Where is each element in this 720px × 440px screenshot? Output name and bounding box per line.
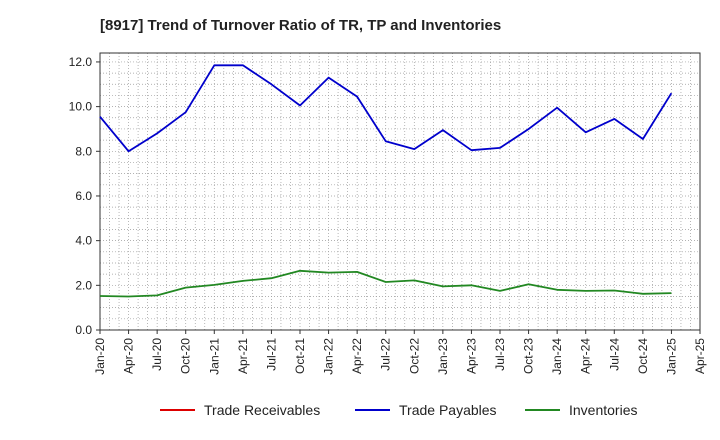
x-tick-label: Oct-20 bbox=[179, 338, 193, 374]
x-tick-label: Apr-20 bbox=[122, 338, 136, 374]
x-tick-label: Jan-23 bbox=[436, 338, 450, 375]
legend-label: Inventories bbox=[569, 402, 637, 418]
series-line-trade-payables bbox=[99, 64, 673, 153]
legend-label: Trade Payables bbox=[399, 402, 497, 418]
x-axis: Jan-20 Apr-20 Jul-20 Oct-20 Jan-21 Apr-21 Jul-… bbox=[93, 330, 707, 375]
x-tick-label: Oct-24 bbox=[636, 338, 650, 374]
y-tick-label: 8.0 bbox=[75, 144, 92, 158]
plot-frame bbox=[99, 52, 701, 331]
x-tick-label: Jan-24 bbox=[550, 338, 564, 375]
x-tick-label: Jan-22 bbox=[322, 338, 336, 375]
x-tick-label: Oct-21 bbox=[293, 338, 307, 374]
y-tick-label: 6.0 bbox=[75, 189, 92, 203]
y-tick-label: 10.0 bbox=[69, 100, 93, 114]
y-tick-label: 4.0 bbox=[75, 234, 92, 248]
legend: Trade Receivables Trade Payables Inventori… bbox=[160, 402, 637, 418]
y-tick-label: 0.0 bbox=[75, 323, 92, 337]
x-tick-label: Apr-23 bbox=[464, 338, 478, 374]
x-tick-label: Apr-24 bbox=[579, 338, 593, 374]
y-tick-label: 2.0 bbox=[75, 278, 92, 292]
x-tick-label: Jan-25 bbox=[664, 338, 678, 375]
x-tick-label: Jul-20 bbox=[150, 338, 164, 371]
chart-title: [8917] Trend of Turnover Ratio of TR, TP… bbox=[100, 17, 501, 34]
x-tick-label: Jan-21 bbox=[207, 338, 221, 375]
series-lines bbox=[99, 64, 673, 298]
x-tick-label: Jul-24 bbox=[607, 338, 621, 371]
y-tick-label: 12.0 bbox=[69, 55, 93, 69]
x-tick-label: Apr-22 bbox=[350, 338, 364, 374]
x-tick-label: Jan-20 bbox=[93, 338, 107, 375]
x-tick-label: Jul-23 bbox=[493, 338, 507, 371]
x-tick-label: Oct-23 bbox=[522, 338, 536, 374]
legend-label: Trade Receivables bbox=[204, 402, 320, 418]
x-tick-label: Jul-21 bbox=[264, 338, 278, 371]
x-tick-label: Jul-22 bbox=[379, 338, 393, 371]
x-tick-label: Apr-21 bbox=[236, 338, 250, 374]
y-axis: 0.0 2.0 4.0 6.0 8.0 10.0 12.0 bbox=[69, 55, 100, 337]
series-line-inventories bbox=[99, 269, 672, 298]
x-tick-label: Oct-22 bbox=[407, 338, 421, 374]
grid-lines bbox=[99, 53, 701, 331]
x-tick-label: Apr-25 bbox=[693, 338, 707, 374]
